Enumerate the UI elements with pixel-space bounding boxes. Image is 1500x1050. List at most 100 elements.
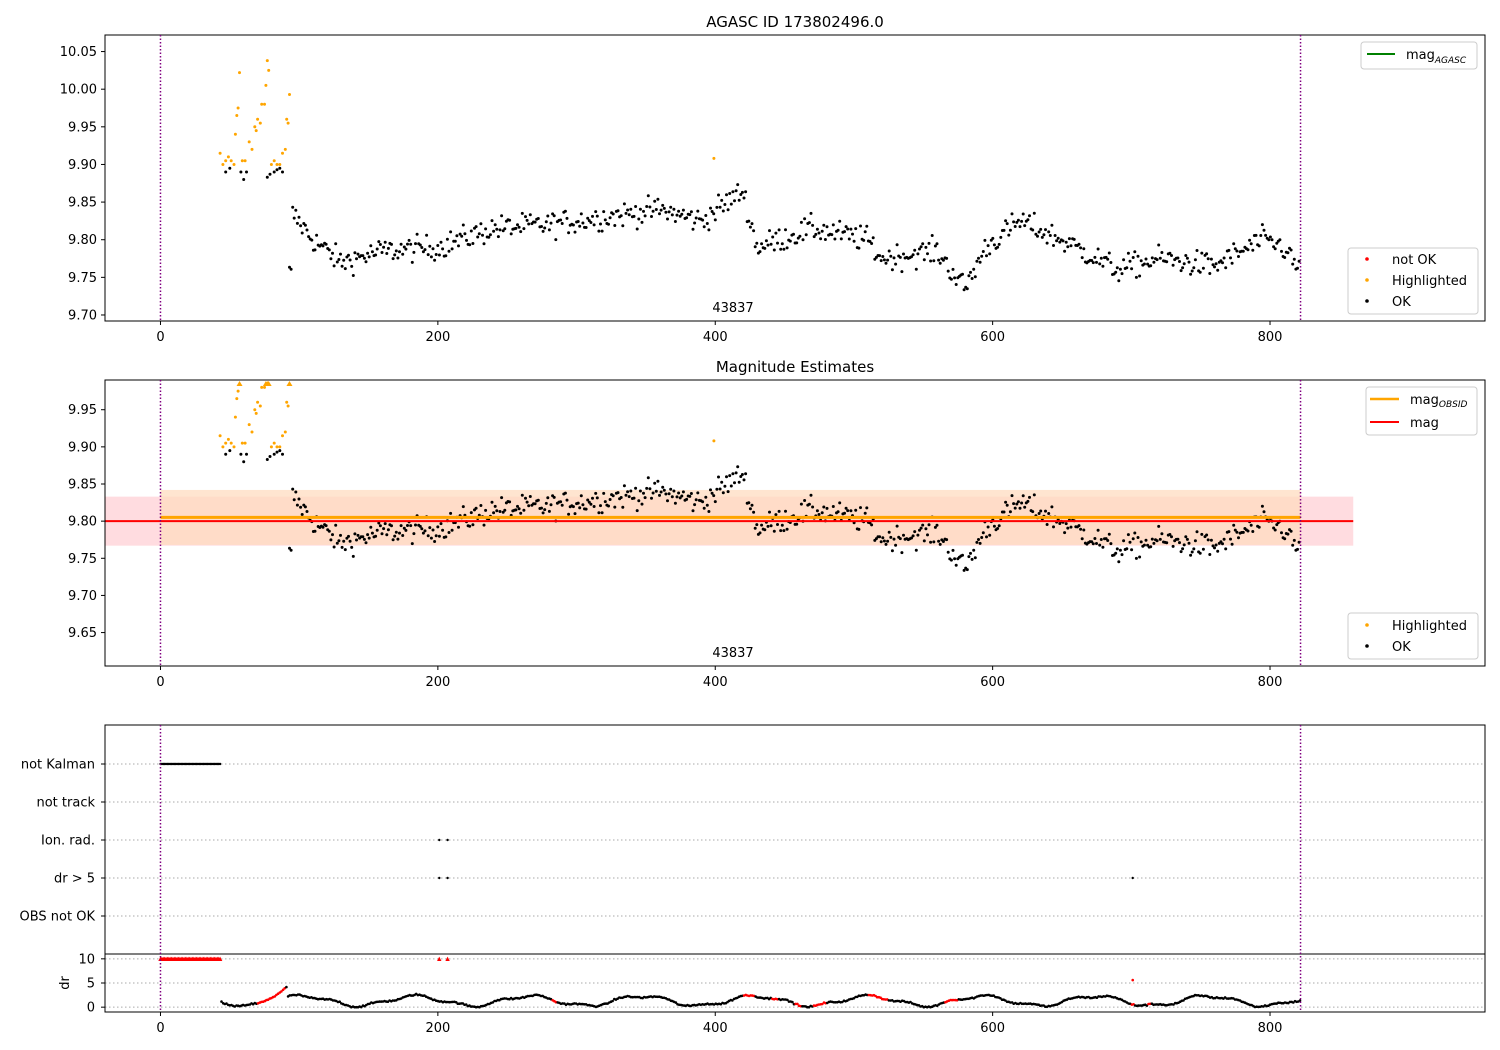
top-ok-point-131	[479, 222, 483, 226]
mid-ok-point-497	[1063, 531, 1067, 535]
top-ok-point-167	[536, 217, 540, 220]
top-ok-point-334	[803, 217, 807, 221]
top-highlighted-point-21	[265, 59, 269, 63]
mid-ok-point-345	[820, 511, 824, 515]
mid-ok-point-408	[921, 523, 925, 527]
mid-ok-point-94	[420, 527, 424, 531]
mid-clipped-highlight-22	[265, 381, 272, 386]
top-ok-point-189	[571, 223, 575, 227]
top-ok-point-107	[441, 247, 445, 251]
top-ok-point-403	[913, 248, 917, 252]
top-ok-point-577	[1190, 269, 1194, 273]
dr-point-340	[786, 998, 789, 1002]
top-ok-point-516	[1093, 255, 1097, 259]
flag-point-1-0	[438, 838, 441, 842]
dr-point-0	[220, 1000, 223, 1003]
top-ok-point-240	[653, 199, 657, 203]
mid-ok-point-262	[688, 494, 692, 498]
top-ok-point-2	[239, 170, 243, 174]
mid-ok-point-322	[784, 509, 787, 513]
mid-ok-point-295	[740, 473, 744, 476]
mid-ok-point-317	[776, 523, 779, 526]
mid-highlighted-point-27	[712, 439, 716, 443]
top-ok-point-232	[640, 220, 644, 224]
mid-ok-point-583	[1200, 532, 1204, 536]
mid-ok-point-489	[1050, 505, 1054, 509]
mid-ok-point-539	[1130, 548, 1134, 552]
middle-legend-lines: magOBSID mag	[1365, 386, 1478, 436]
mid-ok-point-487	[1047, 512, 1051, 515]
mid-ok-point-525	[1107, 532, 1111, 536]
mid-highlighted-point-26	[286, 404, 290, 408]
middle-legend-markers: Highlighted OK	[1347, 612, 1479, 660]
top-panel: 43837 9.70 9.75 9.80 9.85 9.90 9.95 10.00 10.05…	[60, 34, 1486, 345]
top-ok-point-497	[1063, 249, 1067, 253]
mid-ok-point-609	[1241, 530, 1245, 534]
mid-xtick-label-4: 800	[1258, 675, 1283, 690]
top-ok-point-185	[565, 216, 569, 220]
top-ok-point-82	[401, 252, 405, 256]
mid-clipped-highlight-9	[236, 381, 243, 386]
top-ok-point-338	[809, 211, 813, 215]
top-ok-point-23	[307, 235, 311, 239]
top-ytick-label-1: 9.75	[68, 271, 97, 286]
top-ok-point-484	[1042, 233, 1046, 237]
mid-ok-point-518	[1096, 528, 1100, 532]
mid-ok-point-58	[362, 537, 366, 541]
top-ok-point-132	[481, 233, 484, 237]
top-ok-point-413	[929, 259, 933, 263]
mid-ok-point-7	[272, 452, 276, 456]
top-ok-point-297	[744, 190, 748, 194]
top-ok-point-487	[1047, 230, 1051, 234]
top-ok-point-362	[847, 237, 851, 241]
top-ok-point-329	[795, 241, 799, 245]
top-ok-point-34	[324, 242, 328, 246]
top-ok-point-150	[509, 232, 513, 236]
mid-ok-point-83	[402, 526, 406, 530]
top-ok-point-270	[701, 218, 705, 222]
mid-ok-point-592	[1214, 543, 1218, 547]
top-ok-point-100	[429, 255, 433, 259]
top-ok-point-206	[599, 222, 602, 226]
mid-ok-point-230	[637, 499, 641, 503]
mid-ok-point-138	[490, 500, 494, 504]
top-ok-point-622	[1262, 228, 1266, 232]
mid-ok-point-338	[809, 493, 813, 497]
mid-ok-point-95	[421, 531, 425, 535]
top-ok-point-256	[678, 214, 682, 218]
mid-ok-point-372	[863, 511, 867, 515]
mid-ok-point-416	[933, 525, 937, 529]
mid-ok-point-311	[766, 524, 770, 528]
mid-ok-point-515	[1091, 542, 1095, 546]
top-ok-point-322	[784, 228, 787, 232]
mid-ok-point-283	[721, 491, 725, 495]
mid-ok-point-597	[1222, 537, 1226, 541]
top-ok-point-267	[696, 209, 700, 213]
top-ok-point-508	[1080, 256, 1084, 260]
mid-ok-point-384	[882, 539, 886, 543]
mid-ok-point-292	[736, 465, 740, 469]
mid-ytick-label-2: 9.75	[68, 552, 97, 567]
top-ok-point-165	[533, 220, 537, 224]
mid-ok-point-413	[929, 540, 933, 544]
mid-ok-point-530	[1115, 547, 1119, 551]
top-ok-point-568	[1176, 256, 1180, 260]
top-ok-point-441	[973, 275, 977, 279]
mid-ok-point-2	[239, 452, 243, 456]
mid-ok-point-215	[613, 505, 617, 509]
mid-ok-point-194	[579, 494, 583, 498]
mid-ok-point-552	[1150, 537, 1154, 541]
top-ok-point-159	[524, 215, 527, 219]
top-ok-point-319	[779, 247, 783, 251]
mid-ok-point-217	[616, 491, 620, 495]
top-ok-point-639	[1289, 248, 1293, 252]
top-ok-point-386	[886, 258, 890, 262]
mid-ok-point-235	[645, 486, 649, 490]
top-ok-point-14	[292, 216, 296, 220]
mid-ok-point-300	[748, 507, 752, 511]
mid-ok-point-146	[503, 508, 507, 512]
top-ok-point-373	[865, 224, 869, 228]
top-ok-point-88	[410, 260, 414, 264]
legend-mid-ok-marker	[1365, 644, 1369, 648]
top-ok-point-220	[621, 224, 625, 228]
